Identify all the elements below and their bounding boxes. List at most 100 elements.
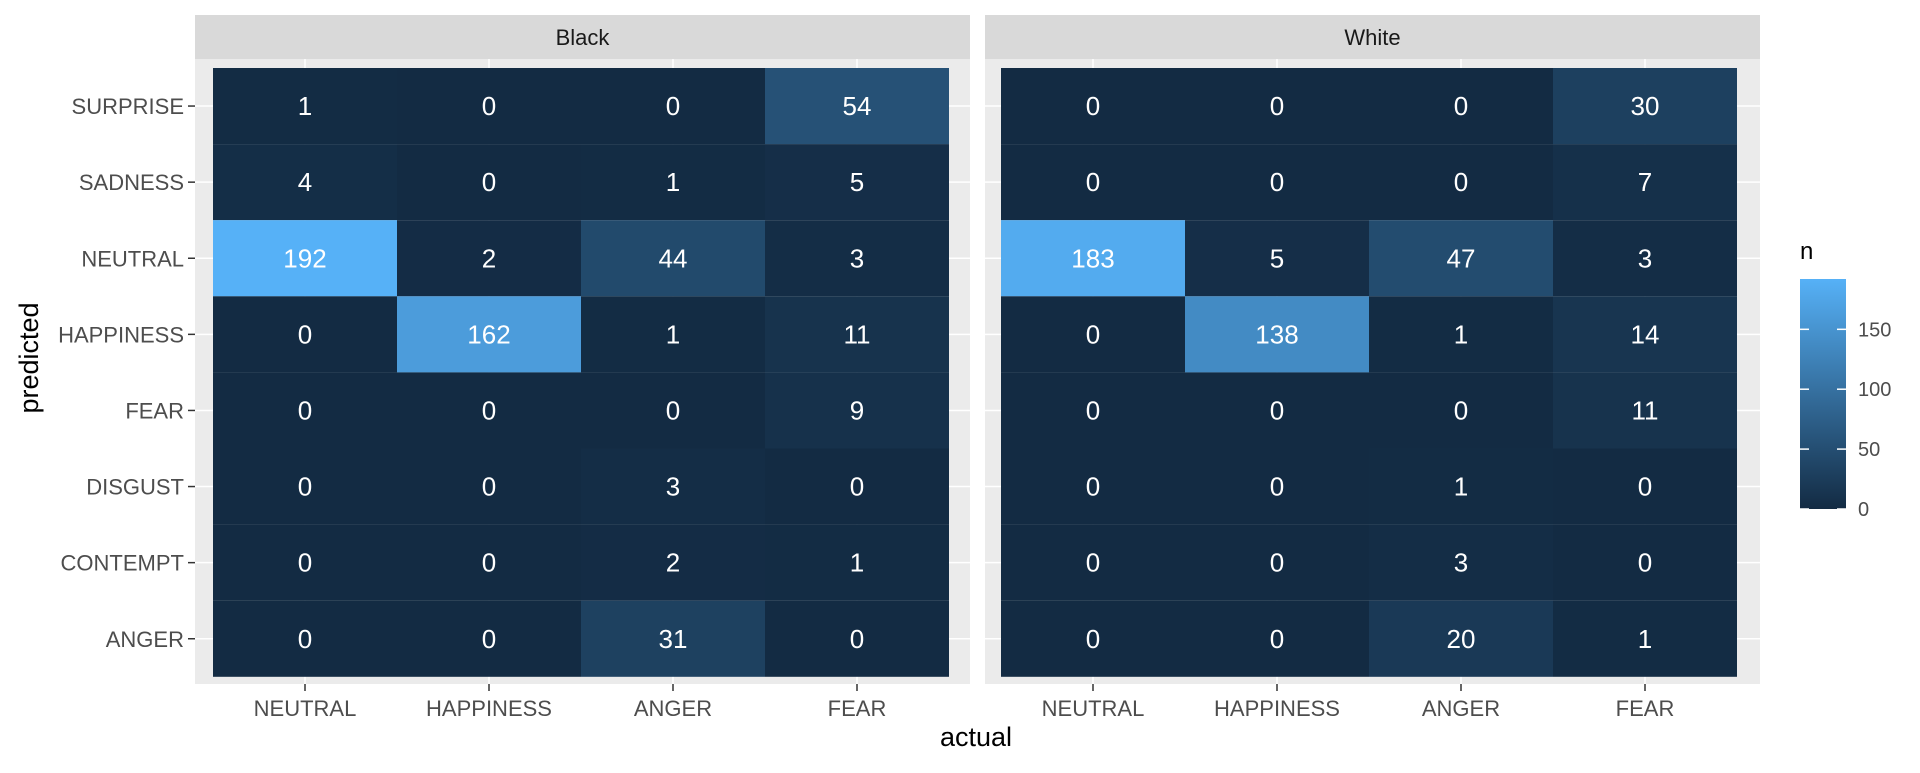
cell-value-label: 0: [482, 167, 496, 197]
heatmap-cell: [1553, 372, 1737, 449]
x-tick-label: ANGER: [1422, 696, 1500, 721]
cell-value-label: 5: [850, 167, 864, 197]
facet-strip: [195, 15, 970, 59]
cell-value-label: 162: [467, 319, 510, 349]
cell-value-label: 0: [1086, 624, 1100, 654]
heatmap-cell: [397, 600, 581, 677]
cell-value-label: 0: [1086, 395, 1100, 425]
cell-value-label: 0: [1270, 548, 1284, 578]
cell-value-label: 0: [298, 624, 312, 654]
cell-value-label: 1: [1638, 624, 1652, 654]
cell-value-label: 1: [1454, 472, 1468, 502]
heatmap-cell: [765, 144, 949, 221]
legend-tick-label: 0: [1858, 499, 1869, 521]
cell-value-label: 0: [1270, 472, 1284, 502]
heatmap-cell: [1185, 296, 1369, 373]
heatmap-cell: [581, 296, 765, 373]
legend-title: n: [1800, 238, 1813, 265]
cell-value-label: 0: [850, 472, 864, 502]
heatmap-cell: [213, 68, 397, 145]
heatmap-cell: [397, 372, 581, 449]
cell-value-label: 0: [666, 395, 680, 425]
cell-value-label: 0: [1086, 167, 1100, 197]
cell-value-label: 0: [298, 548, 312, 578]
heatmap-cell: [1001, 524, 1185, 601]
legend-tick-label: 50: [1858, 439, 1880, 461]
heatmap-cell: [581, 600, 765, 677]
x-axis-title: actual: [940, 722, 1012, 752]
heatmap-cell: [1369, 68, 1553, 145]
x-tick-label: HAPPINESS: [426, 696, 552, 721]
legend: n 0 50 100 150: [1800, 238, 1891, 521]
y-tick-label: SADNESS: [79, 170, 184, 195]
heatmap-cell: [397, 296, 581, 373]
y-tick-label: SURPRISE: [72, 94, 184, 119]
heatmap-cell: [1369, 372, 1553, 449]
heatmap-cell: [213, 372, 397, 449]
y-tick-label: ANGER: [106, 627, 184, 652]
heatmap-cell: [1553, 600, 1737, 677]
x-tick-label: FEAR: [828, 696, 887, 721]
heatmap-cell: [397, 68, 581, 145]
heatmap-cell: [213, 220, 397, 297]
heatmap-cell: [213, 296, 397, 373]
heatmap-cell: [1369, 296, 1553, 373]
heatmap-cell: [1369, 600, 1553, 677]
heatmap-cell: [1185, 68, 1369, 145]
heatmap-cell: [1001, 448, 1185, 525]
cell-value-label: 0: [1454, 167, 1468, 197]
heatmap-cell: [1001, 372, 1185, 449]
legend-colorbar: [1800, 279, 1846, 509]
heatmap-cell: [1001, 144, 1185, 221]
cell-value-label: 0: [850, 624, 864, 654]
heatmap-cell: [1001, 296, 1185, 373]
heatmap-cell: [1185, 448, 1369, 525]
legend-tick-label: 150: [1858, 319, 1891, 341]
heatmap-cell: [213, 144, 397, 221]
heatmap-cell: [581, 144, 765, 221]
y-tick-label: HAPPINESS: [58, 322, 184, 347]
cell-value-label: 0: [482, 395, 496, 425]
cell-value-label: 183: [1071, 243, 1114, 273]
heatmap-cell: [765, 448, 949, 525]
heatmap-cell: [397, 524, 581, 601]
cell-value-label: 0: [1086, 548, 1100, 578]
cell-value-label: 3: [666, 472, 680, 502]
cell-value-label: 14: [1631, 319, 1660, 349]
cell-value-label: 0: [1270, 167, 1284, 197]
cell-value-label: 0: [1270, 624, 1284, 654]
cell-value-label: 0: [666, 91, 680, 121]
legend-tick-label: 100: [1858, 379, 1891, 401]
heatmap-cell: [581, 220, 765, 297]
cell-value-label: 0: [298, 395, 312, 425]
cell-value-label: 0: [1638, 472, 1652, 502]
cell-value-label: 3: [850, 243, 864, 273]
cell-value-label: 0: [1638, 548, 1652, 578]
heatmap-cell: [1369, 144, 1553, 221]
cell-value-label: 0: [1086, 91, 1100, 121]
heatmap-cell: [765, 600, 949, 677]
cell-value-label: 0: [298, 319, 312, 349]
y-tick-label: NEUTRAL: [81, 246, 184, 271]
y-tick-label: FEAR: [125, 398, 184, 423]
heatmap-cell: [581, 68, 765, 145]
cell-value-label: 11: [844, 319, 871, 349]
heatmap-cell: [1553, 524, 1737, 601]
cell-value-label: 1: [666, 167, 680, 197]
heatmap-cell: [1001, 68, 1185, 145]
cell-value-label: 0: [1086, 319, 1100, 349]
heatmap-cell: [765, 68, 949, 145]
heatmap-cell: [765, 220, 949, 297]
cell-value-label: 1: [1454, 319, 1468, 349]
heatmap-cell: [213, 448, 397, 525]
cell-value-label: 0: [1270, 395, 1284, 425]
cell-value-label: 47: [1447, 243, 1476, 273]
x-tick-label: FEAR: [1616, 696, 1675, 721]
cell-value-label: 9: [850, 395, 864, 425]
cell-value-label: 192: [283, 243, 326, 273]
